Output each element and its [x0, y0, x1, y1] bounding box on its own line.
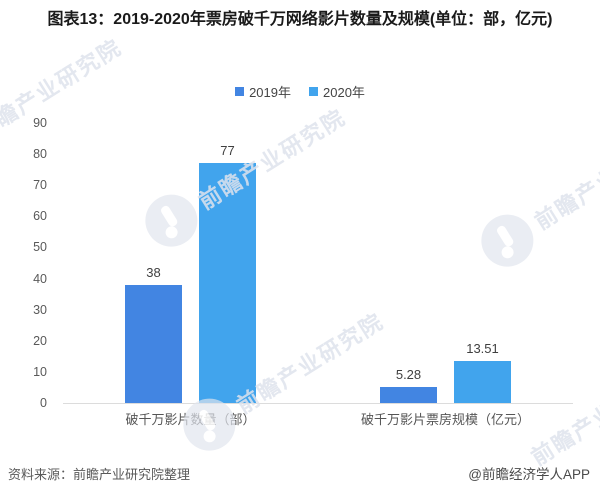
bar	[125, 284, 182, 403]
legend-item: 2019年	[235, 82, 291, 101]
credit-text: @前瞻经济学人APP	[468, 467, 590, 482]
legend: 2019年 2020年	[0, 82, 600, 101]
source-text: 资料来源：前瞻产业研究院整理	[8, 467, 191, 482]
y-tick-label: 30	[33, 302, 47, 317]
plot-area	[63, 123, 573, 404]
y-tick-label: 0	[40, 396, 47, 410]
y-tick-label: 70	[33, 178, 47, 193]
bar-value-label: 5.28	[395, 366, 422, 382]
legend-swatch-icon	[309, 87, 318, 96]
bar	[380, 386, 437, 403]
bar	[199, 163, 256, 403]
y-tick-label: 20	[33, 333, 47, 348]
legend-label: 2020年	[323, 85, 365, 100]
y-tick-label: 80	[33, 147, 47, 162]
x-category-label: 破千万影片数量（部）	[125, 412, 256, 427]
x-category-label: 破千万影片票房规模（亿元）	[360, 412, 530, 427]
y-tick-label: 10	[33, 364, 47, 379]
bar-value-label: 38	[146, 264, 161, 280]
chart-title: 图表13：2019-2020年票房破千万网络影片数量及规模(单位：部，亿元)	[47, 11, 553, 28]
bar	[454, 360, 511, 403]
y-tick-label: 90	[33, 116, 47, 130]
legend-swatch-icon	[235, 87, 245, 96]
legend-item: 2020年	[309, 82, 365, 101]
y-tick-label: 60	[33, 209, 47, 224]
y-tick-label: 50	[33, 240, 47, 255]
bar-value-label: 77	[220, 143, 235, 159]
y-tick-label: 40	[33, 271, 47, 286]
bar-value-label: 13.51	[466, 340, 499, 356]
legend-label: 2019年	[249, 85, 291, 100]
